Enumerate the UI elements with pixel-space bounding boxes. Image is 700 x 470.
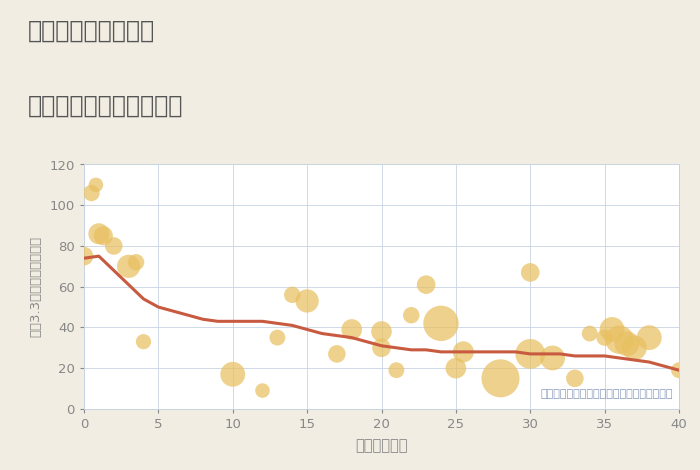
Point xyxy=(421,281,432,289)
Point xyxy=(458,348,469,356)
Point xyxy=(346,326,357,333)
Point xyxy=(495,375,506,382)
Point xyxy=(673,367,685,374)
Y-axis label: 坪（3.3㎡）単価（万円）: 坪（3.3㎡）単価（万円） xyxy=(29,236,43,337)
Point xyxy=(123,263,134,270)
Point xyxy=(78,252,90,260)
Point xyxy=(525,350,536,358)
Point xyxy=(435,320,447,327)
Text: 円の大きさは、取引のあった物件面積を示す: 円の大きさは、取引のあった物件面積を示す xyxy=(540,389,673,399)
Point xyxy=(98,232,109,240)
Point xyxy=(227,370,238,378)
Point xyxy=(584,330,595,337)
Point xyxy=(525,269,536,276)
Point xyxy=(391,367,402,374)
Text: 三重県津市青葉台の: 三重県津市青葉台の xyxy=(28,19,155,43)
Text: 築年数別中古戸建て価格: 築年数別中古戸建て価格 xyxy=(28,94,183,118)
Point xyxy=(302,297,313,305)
Point xyxy=(272,334,283,341)
Point xyxy=(376,344,387,352)
Point xyxy=(257,387,268,394)
Point xyxy=(331,350,342,358)
Point xyxy=(450,364,461,372)
Point xyxy=(287,291,298,298)
Point xyxy=(599,334,610,341)
Point xyxy=(376,328,387,335)
Point xyxy=(130,258,141,266)
Point xyxy=(138,338,149,345)
Point xyxy=(629,344,640,352)
Point xyxy=(622,340,633,347)
Point xyxy=(406,312,417,319)
Point xyxy=(93,230,104,237)
Point xyxy=(547,354,558,362)
X-axis label: 築年数（年）: 築年数（年） xyxy=(355,438,407,453)
Point xyxy=(606,326,617,333)
Point xyxy=(644,334,655,341)
Point xyxy=(569,375,580,382)
Point xyxy=(108,242,119,250)
Point xyxy=(614,336,625,344)
Point xyxy=(86,189,97,197)
Point xyxy=(90,181,101,188)
